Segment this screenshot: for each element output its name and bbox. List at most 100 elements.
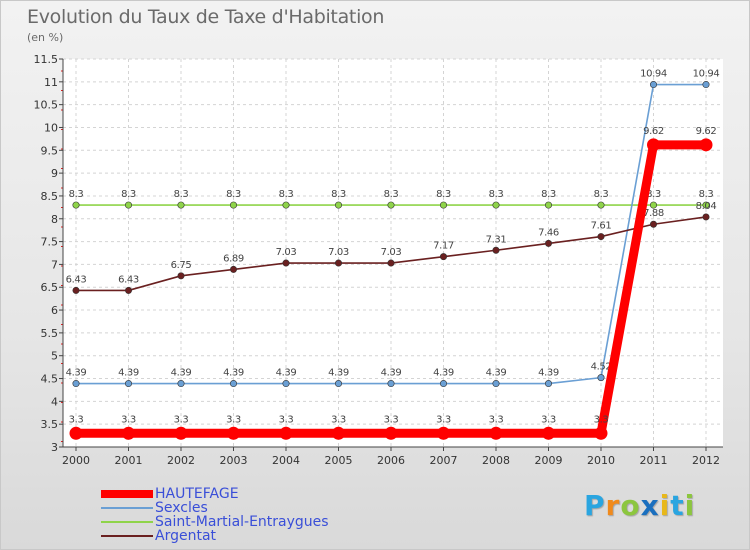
legend-label: HAUTEFAGE bbox=[155, 486, 239, 502]
data-point bbox=[594, 426, 608, 440]
series-argentat: 6.43 6.43 6.75 6.89 7.03 7.03 7.03 7.17 7.31 7.46… bbox=[66, 201, 717, 294]
data-point bbox=[125, 201, 133, 209]
legend-item-argentat[interactable]: Argentat bbox=[101, 529, 216, 543]
legend-swatch bbox=[101, 521, 153, 523]
data-point bbox=[125, 380, 133, 388]
data-label: 8.3 bbox=[699, 189, 714, 200]
legend-swatch bbox=[101, 535, 153, 537]
chart-title: Evolution du Taux de Taxe d'Habitation bbox=[27, 6, 385, 28]
x-tick-label: 2007 bbox=[430, 454, 458, 467]
data-label: 8.3 bbox=[331, 189, 346, 200]
data-point bbox=[177, 201, 185, 209]
data-point bbox=[230, 380, 238, 388]
data-label: 4.39 bbox=[223, 368, 244, 379]
data-point bbox=[492, 380, 500, 388]
legend-item-saint-martial-entraygues[interactable]: Saint-Martial-Entraygues bbox=[101, 515, 329, 529]
data-point bbox=[332, 426, 345, 440]
data-label: 8.3 bbox=[646, 189, 661, 200]
data-label: 6.75 bbox=[171, 260, 192, 271]
y-tick-label: 7 bbox=[51, 258, 58, 271]
data-point bbox=[699, 138, 713, 152]
series-sexcles: 4.39 4.39 4.39 4.39 4.39 4.39 4.39 4.39 4.39 4.39… bbox=[66, 69, 720, 388]
data-label: 7.03 bbox=[276, 247, 297, 258]
data-point bbox=[492, 201, 500, 209]
data-label: 4.39 bbox=[433, 368, 454, 379]
data-label: 8.3 bbox=[489, 189, 504, 200]
data-point bbox=[387, 380, 395, 388]
proxiti-logo: Proxiti bbox=[584, 489, 695, 522]
data-point bbox=[544, 380, 552, 388]
data-label: 8.3 bbox=[69, 189, 84, 200]
data-point bbox=[384, 426, 398, 440]
data-point bbox=[542, 426, 555, 440]
data-label: 3.3 bbox=[384, 414, 399, 425]
y-tick-label: 9.5 bbox=[41, 144, 59, 157]
y-axis-unit: (en %) bbox=[27, 31, 64, 44]
data-point bbox=[649, 201, 657, 209]
y-tick-label: 7.5 bbox=[41, 236, 59, 249]
legend-swatch bbox=[101, 507, 153, 509]
data-label: 4.39 bbox=[276, 368, 297, 379]
data-point bbox=[492, 246, 500, 254]
data-label: 3.3 bbox=[436, 414, 451, 425]
legend-item-sexcles[interactable]: Sexcles bbox=[101, 501, 208, 515]
data-point bbox=[647, 138, 660, 152]
data-label: 4.39 bbox=[486, 368, 507, 379]
logo-letter: t bbox=[670, 489, 685, 522]
logo-letter: o bbox=[620, 489, 641, 522]
data-point bbox=[387, 259, 395, 267]
data-label: 10.94 bbox=[693, 69, 720, 80]
data-point bbox=[437, 426, 450, 440]
data-label: 7.88 bbox=[643, 208, 664, 219]
data-label: 9.62 bbox=[643, 126, 664, 137]
y-tick-label: 8 bbox=[51, 213, 58, 226]
data-point bbox=[230, 265, 238, 273]
logo-letter: r bbox=[605, 489, 621, 522]
data-point bbox=[544, 201, 552, 209]
data-point bbox=[439, 253, 447, 261]
y-tick-label: 6.5 bbox=[41, 281, 59, 294]
data-label: 3.3 bbox=[226, 414, 241, 425]
data-label: 3.3 bbox=[279, 414, 294, 425]
x-tick-label: 2006 bbox=[377, 454, 405, 467]
legend-label: Sexcles bbox=[155, 500, 208, 516]
data-label: 3.3 bbox=[594, 414, 609, 425]
x-tick-label: 2010 bbox=[587, 454, 615, 467]
legend-item-hautefage[interactable]: HAUTEFAGE bbox=[101, 487, 239, 501]
data-point bbox=[282, 259, 290, 267]
data-point bbox=[439, 380, 447, 388]
logo-letter: P bbox=[584, 489, 606, 522]
data-point bbox=[122, 426, 135, 440]
data-label: 4.39 bbox=[328, 368, 349, 379]
y-tick-label: 6 bbox=[51, 304, 58, 317]
y-tick-label: 10.5 bbox=[34, 99, 59, 112]
x-tick-label: 2011 bbox=[640, 454, 668, 467]
data-label: 4.39 bbox=[538, 368, 559, 379]
data-label: 8.3 bbox=[226, 189, 241, 200]
data-label: 8.3 bbox=[594, 189, 609, 200]
data-point bbox=[649, 81, 657, 89]
data-label: 3.3 bbox=[541, 414, 556, 425]
x-tick-label: 2004 bbox=[272, 454, 300, 467]
data-label: 6.89 bbox=[223, 253, 244, 264]
data-point bbox=[72, 286, 80, 294]
data-point bbox=[649, 220, 657, 228]
data-point bbox=[227, 426, 240, 440]
data-point bbox=[177, 272, 185, 280]
data-label: 4.39 bbox=[381, 368, 402, 379]
legend-label: Saint-Martial-Entraygues bbox=[155, 514, 329, 530]
data-label: 3.3 bbox=[489, 414, 504, 425]
data-label: 6.43 bbox=[66, 274, 87, 285]
legend-label: Argentat bbox=[155, 528, 217, 544]
data-label: 3.3 bbox=[331, 414, 346, 425]
data-point bbox=[387, 201, 395, 209]
data-point bbox=[702, 213, 710, 221]
data-point bbox=[174, 426, 188, 440]
data-point bbox=[597, 201, 605, 209]
data-label: 9.62 bbox=[696, 126, 717, 137]
data-point bbox=[702, 81, 710, 89]
series-hautefage: 3.3 3.3 3.3 3.3 3.3 3.3 3.3 3.3 3.3 3.3 3.3 9.62 9.6… bbox=[69, 126, 717, 440]
data-point bbox=[439, 201, 447, 209]
